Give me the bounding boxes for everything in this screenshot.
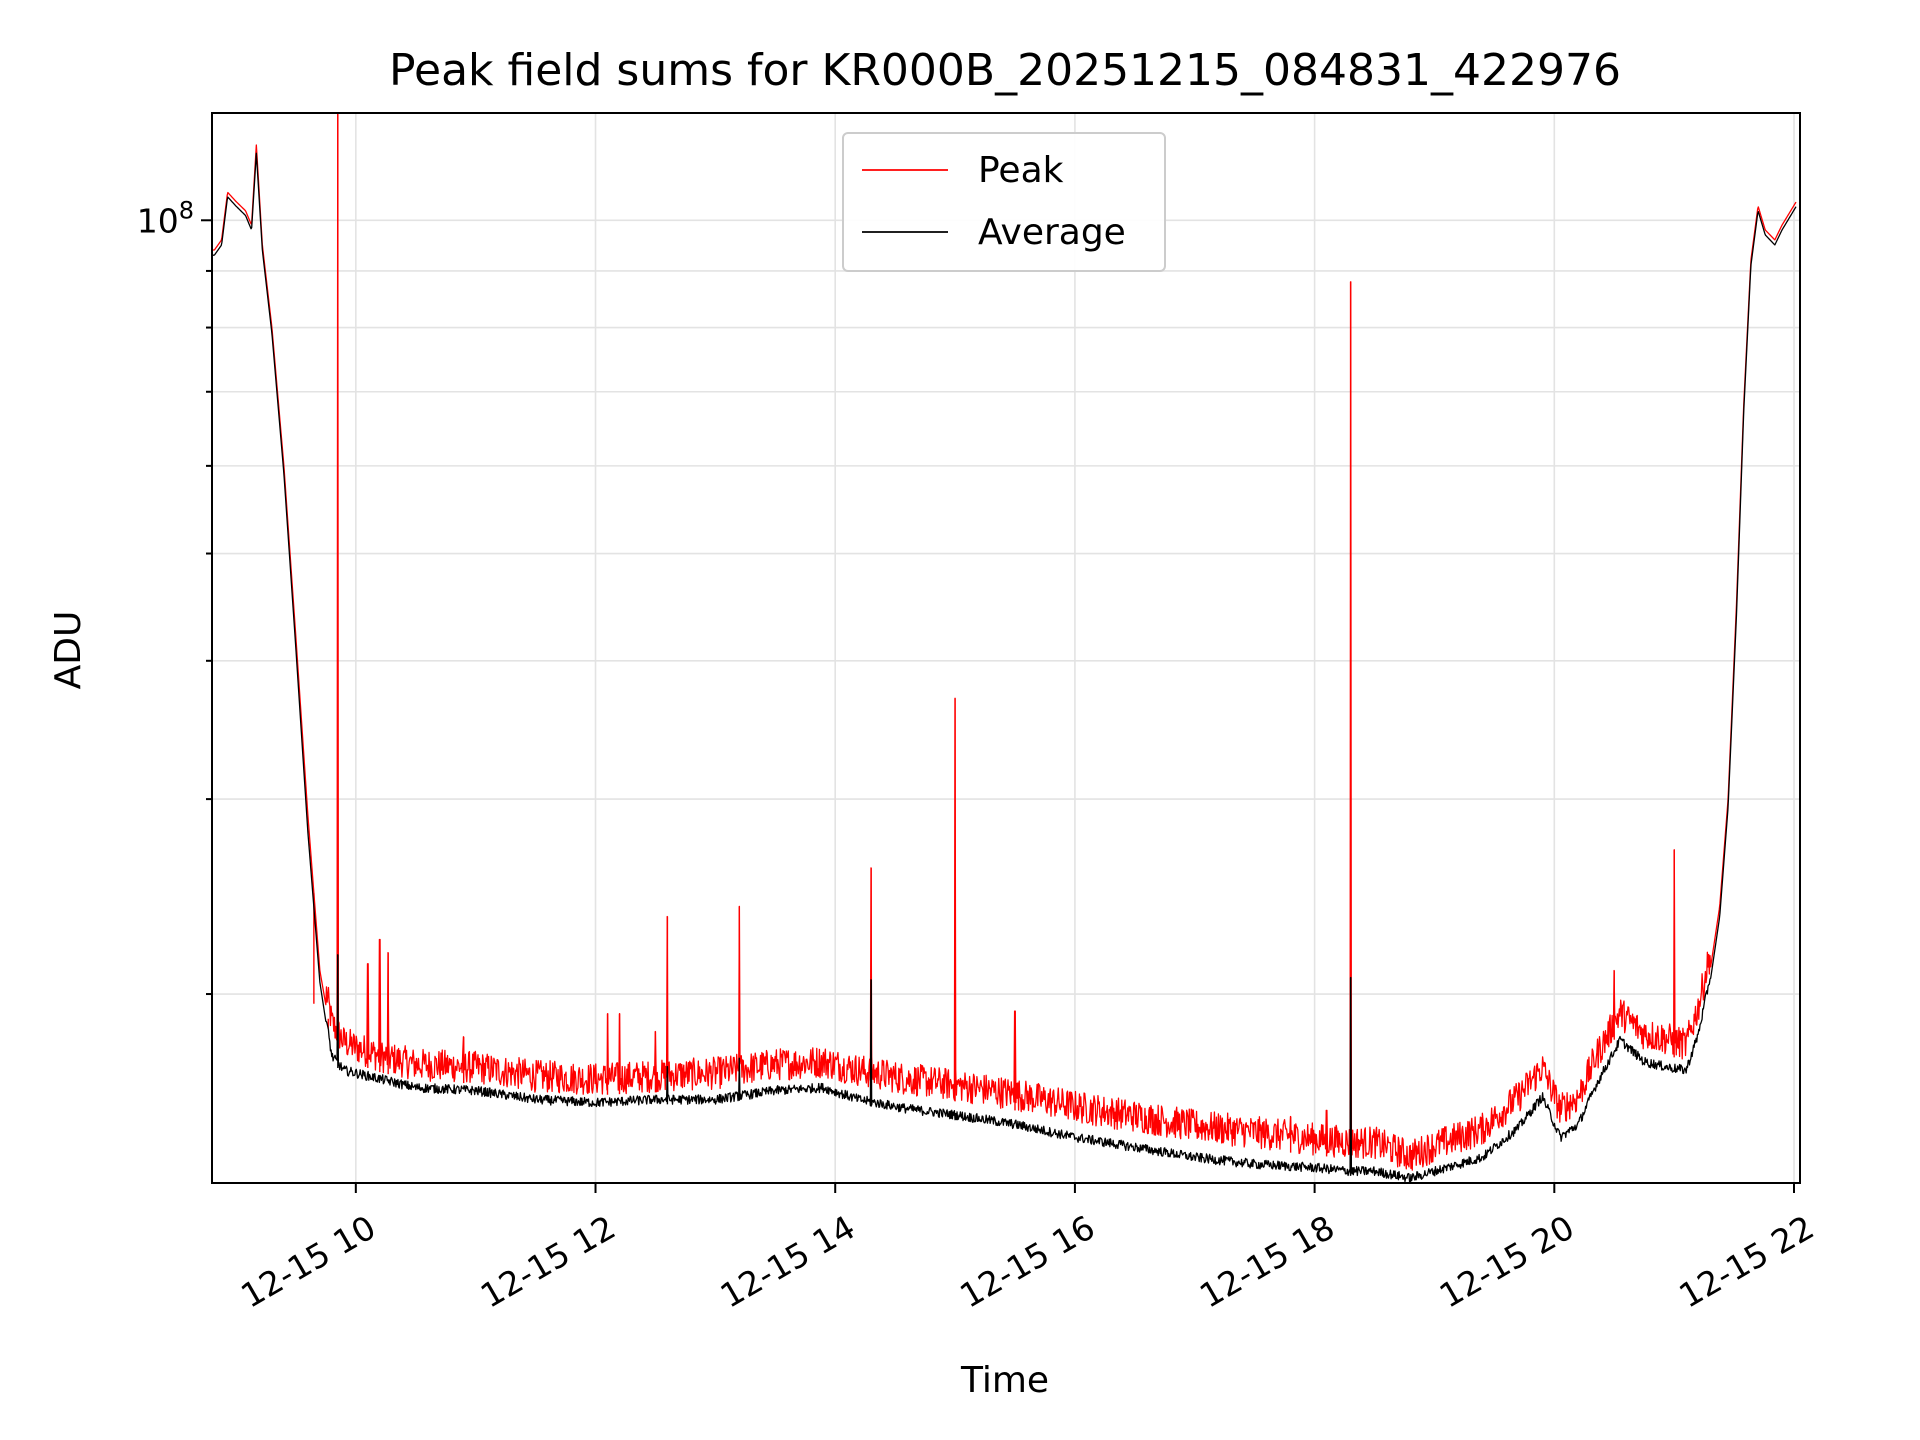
series-peak-line	[212, 113, 1797, 1171]
x-axis-label: Time	[960, 1360, 1049, 1401]
series-average-line	[212, 152, 1797, 1183]
y-tick-label: 108	[137, 196, 194, 240]
legend-peak-label: Peak	[978, 150, 1064, 191]
plot-area-frame	[211, 112, 1801, 1184]
legend: Peak Average	[842, 132, 1166, 272]
y-axis-label: ADU	[48, 611, 89, 690]
chart-title: Peak field sums for KR000B_20251215_0848…	[389, 45, 1621, 96]
legend-frame	[842, 132, 1166, 272]
y-axis: 108	[137, 196, 212, 996]
series-layer	[212, 113, 1797, 1183]
legend-average-label: Average	[978, 212, 1126, 253]
